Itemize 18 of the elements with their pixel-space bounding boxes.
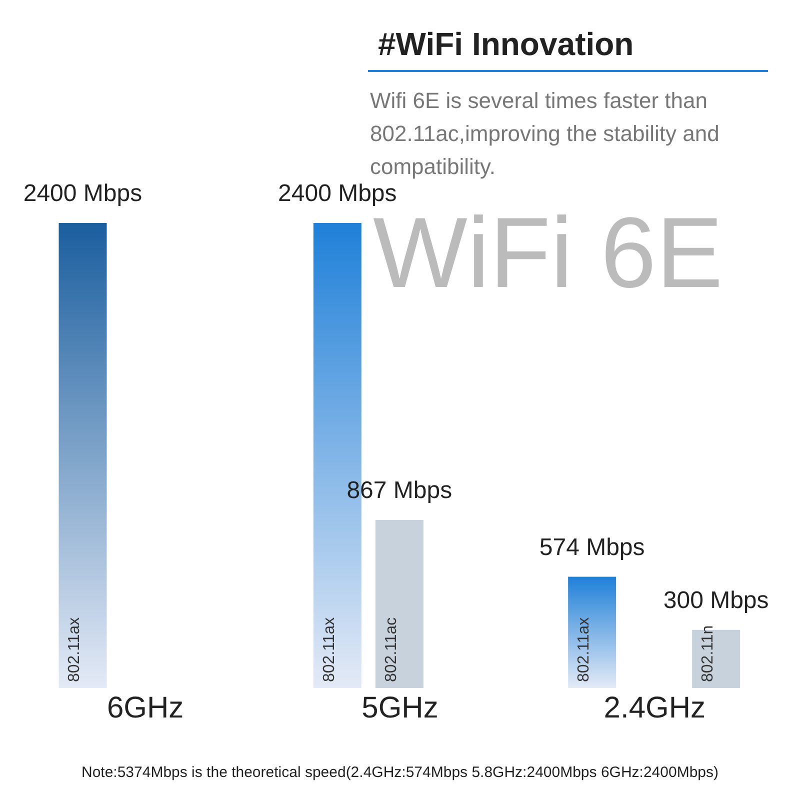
series-label: 802.11n: [699, 625, 716, 682]
text: 802.11ax: [320, 617, 338, 682]
data-label: 2400 Mbps: [23, 180, 142, 207]
series-label: 802.11ax: [66, 617, 84, 682]
x-tick-label: 2.4GHz: [604, 691, 706, 724]
chart-subtitle: Wifi 6E is several times faster than 802.11ac,improving the stability and compatibility.: [370, 88, 720, 179]
text: Note:5374Mbps is the theoretical speed(2.4GHz:574Mbps 5.8GHz:2400Mbps 6GHz:2400Mbps): [80, 764, 720, 781]
data-label: 867 Mbps: [346, 477, 452, 504]
data-label: 574 Mbps: [539, 534, 645, 561]
data-label: 300 Mbps: [663, 586, 769, 614]
bar: [375, 520, 424, 688]
x-tick-label: 5GHz: [362, 691, 438, 724]
bar: [58, 223, 107, 688]
text: 802.11ax: [575, 617, 592, 682]
x-tick-label: 6GHz: [106, 691, 184, 724]
chart-title: #WiFi Innovation: [378, 26, 634, 63]
series-label: 802.11ac: [382, 617, 400, 682]
bar: [568, 576, 616, 688]
